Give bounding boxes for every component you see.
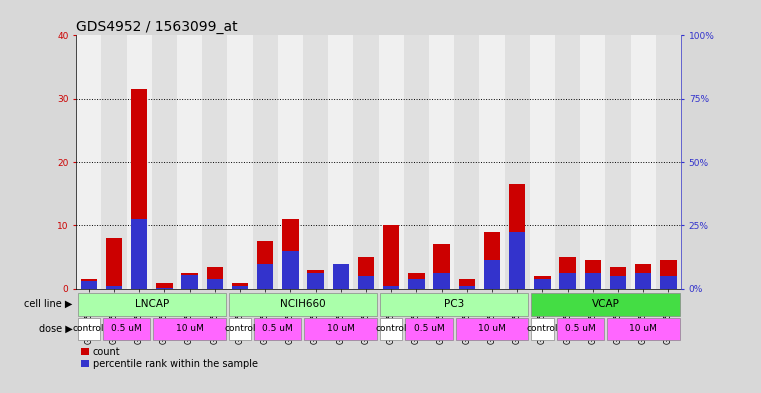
Bar bbox=[303, 35, 328, 289]
Bar bbox=[126, 35, 151, 289]
Bar bbox=[333, 267, 349, 289]
Bar bbox=[434, 273, 450, 289]
Bar bbox=[509, 184, 525, 289]
Bar bbox=[228, 35, 253, 289]
Bar bbox=[408, 273, 425, 289]
Bar bbox=[459, 279, 475, 289]
Bar bbox=[631, 35, 656, 289]
Bar bbox=[661, 276, 677, 289]
Bar bbox=[509, 232, 525, 289]
Bar bbox=[81, 279, 97, 289]
Bar bbox=[282, 251, 298, 289]
Bar bbox=[358, 257, 374, 289]
Bar bbox=[484, 261, 500, 289]
Bar bbox=[584, 260, 601, 289]
Bar bbox=[429, 35, 454, 289]
Text: dose ▶: dose ▶ bbox=[39, 324, 72, 334]
Text: GDS4952 / 1563099_at: GDS4952 / 1563099_at bbox=[76, 20, 237, 34]
Text: cell line ▶: cell line ▶ bbox=[24, 299, 72, 309]
Bar bbox=[81, 281, 97, 289]
Bar bbox=[454, 35, 479, 289]
Text: 10 uM: 10 uM bbox=[326, 325, 355, 333]
Bar bbox=[307, 273, 323, 289]
Bar bbox=[257, 263, 273, 289]
Bar bbox=[181, 273, 198, 289]
Bar bbox=[505, 35, 530, 289]
Bar bbox=[353, 35, 379, 289]
Bar bbox=[379, 35, 404, 289]
Text: 0.5 uM: 0.5 uM bbox=[111, 325, 142, 333]
Text: 10 uM: 10 uM bbox=[629, 325, 658, 333]
Bar bbox=[459, 286, 475, 289]
Bar bbox=[404, 35, 429, 289]
Bar bbox=[101, 35, 126, 289]
Bar bbox=[610, 276, 626, 289]
Text: NCIH660: NCIH660 bbox=[280, 299, 326, 309]
Bar bbox=[76, 35, 101, 289]
Text: control: control bbox=[224, 325, 256, 333]
Text: 0.5 uM: 0.5 uM bbox=[414, 325, 444, 333]
Text: 0.5 uM: 0.5 uM bbox=[263, 325, 293, 333]
Bar bbox=[307, 270, 323, 289]
Text: LNCAP: LNCAP bbox=[135, 299, 169, 309]
Bar bbox=[131, 219, 148, 289]
Bar bbox=[257, 241, 273, 289]
Text: 10 uM: 10 uM bbox=[176, 325, 203, 333]
Bar bbox=[606, 35, 631, 289]
Bar bbox=[151, 35, 177, 289]
Legend: count, percentile rank within the sample: count, percentile rank within the sample bbox=[81, 347, 258, 369]
Bar bbox=[479, 35, 505, 289]
Bar bbox=[559, 273, 576, 289]
Bar bbox=[177, 35, 202, 289]
Bar bbox=[202, 35, 228, 289]
Text: 0.5 uM: 0.5 uM bbox=[565, 325, 596, 333]
Bar bbox=[106, 286, 122, 289]
Text: control: control bbox=[375, 325, 407, 333]
Bar bbox=[131, 89, 148, 289]
Bar bbox=[278, 35, 303, 289]
Text: VCAP: VCAP bbox=[591, 299, 619, 309]
Bar bbox=[156, 288, 173, 289]
Bar bbox=[232, 286, 248, 289]
Bar bbox=[434, 244, 450, 289]
Bar bbox=[555, 35, 580, 289]
Bar bbox=[635, 273, 651, 289]
Bar bbox=[333, 263, 349, 289]
Text: PC3: PC3 bbox=[444, 299, 464, 309]
Bar bbox=[530, 35, 555, 289]
Text: control: control bbox=[527, 325, 559, 333]
Bar bbox=[661, 260, 677, 289]
Bar bbox=[656, 35, 681, 289]
Bar bbox=[383, 286, 400, 289]
Bar bbox=[635, 263, 651, 289]
Bar bbox=[282, 219, 298, 289]
Bar bbox=[534, 279, 551, 289]
Bar bbox=[232, 283, 248, 289]
Bar bbox=[328, 35, 353, 289]
Bar bbox=[253, 35, 278, 289]
Bar bbox=[106, 238, 122, 289]
Bar bbox=[559, 257, 576, 289]
Bar bbox=[206, 267, 223, 289]
Text: 10 uM: 10 uM bbox=[478, 325, 506, 333]
Bar bbox=[580, 35, 606, 289]
Bar bbox=[408, 279, 425, 289]
Bar bbox=[206, 279, 223, 289]
Bar bbox=[484, 232, 500, 289]
Text: control: control bbox=[73, 325, 104, 333]
Bar bbox=[610, 267, 626, 289]
Bar bbox=[584, 273, 601, 289]
Bar bbox=[383, 226, 400, 289]
Bar bbox=[181, 275, 198, 289]
Bar bbox=[156, 283, 173, 289]
Bar bbox=[534, 276, 551, 289]
Bar bbox=[358, 276, 374, 289]
